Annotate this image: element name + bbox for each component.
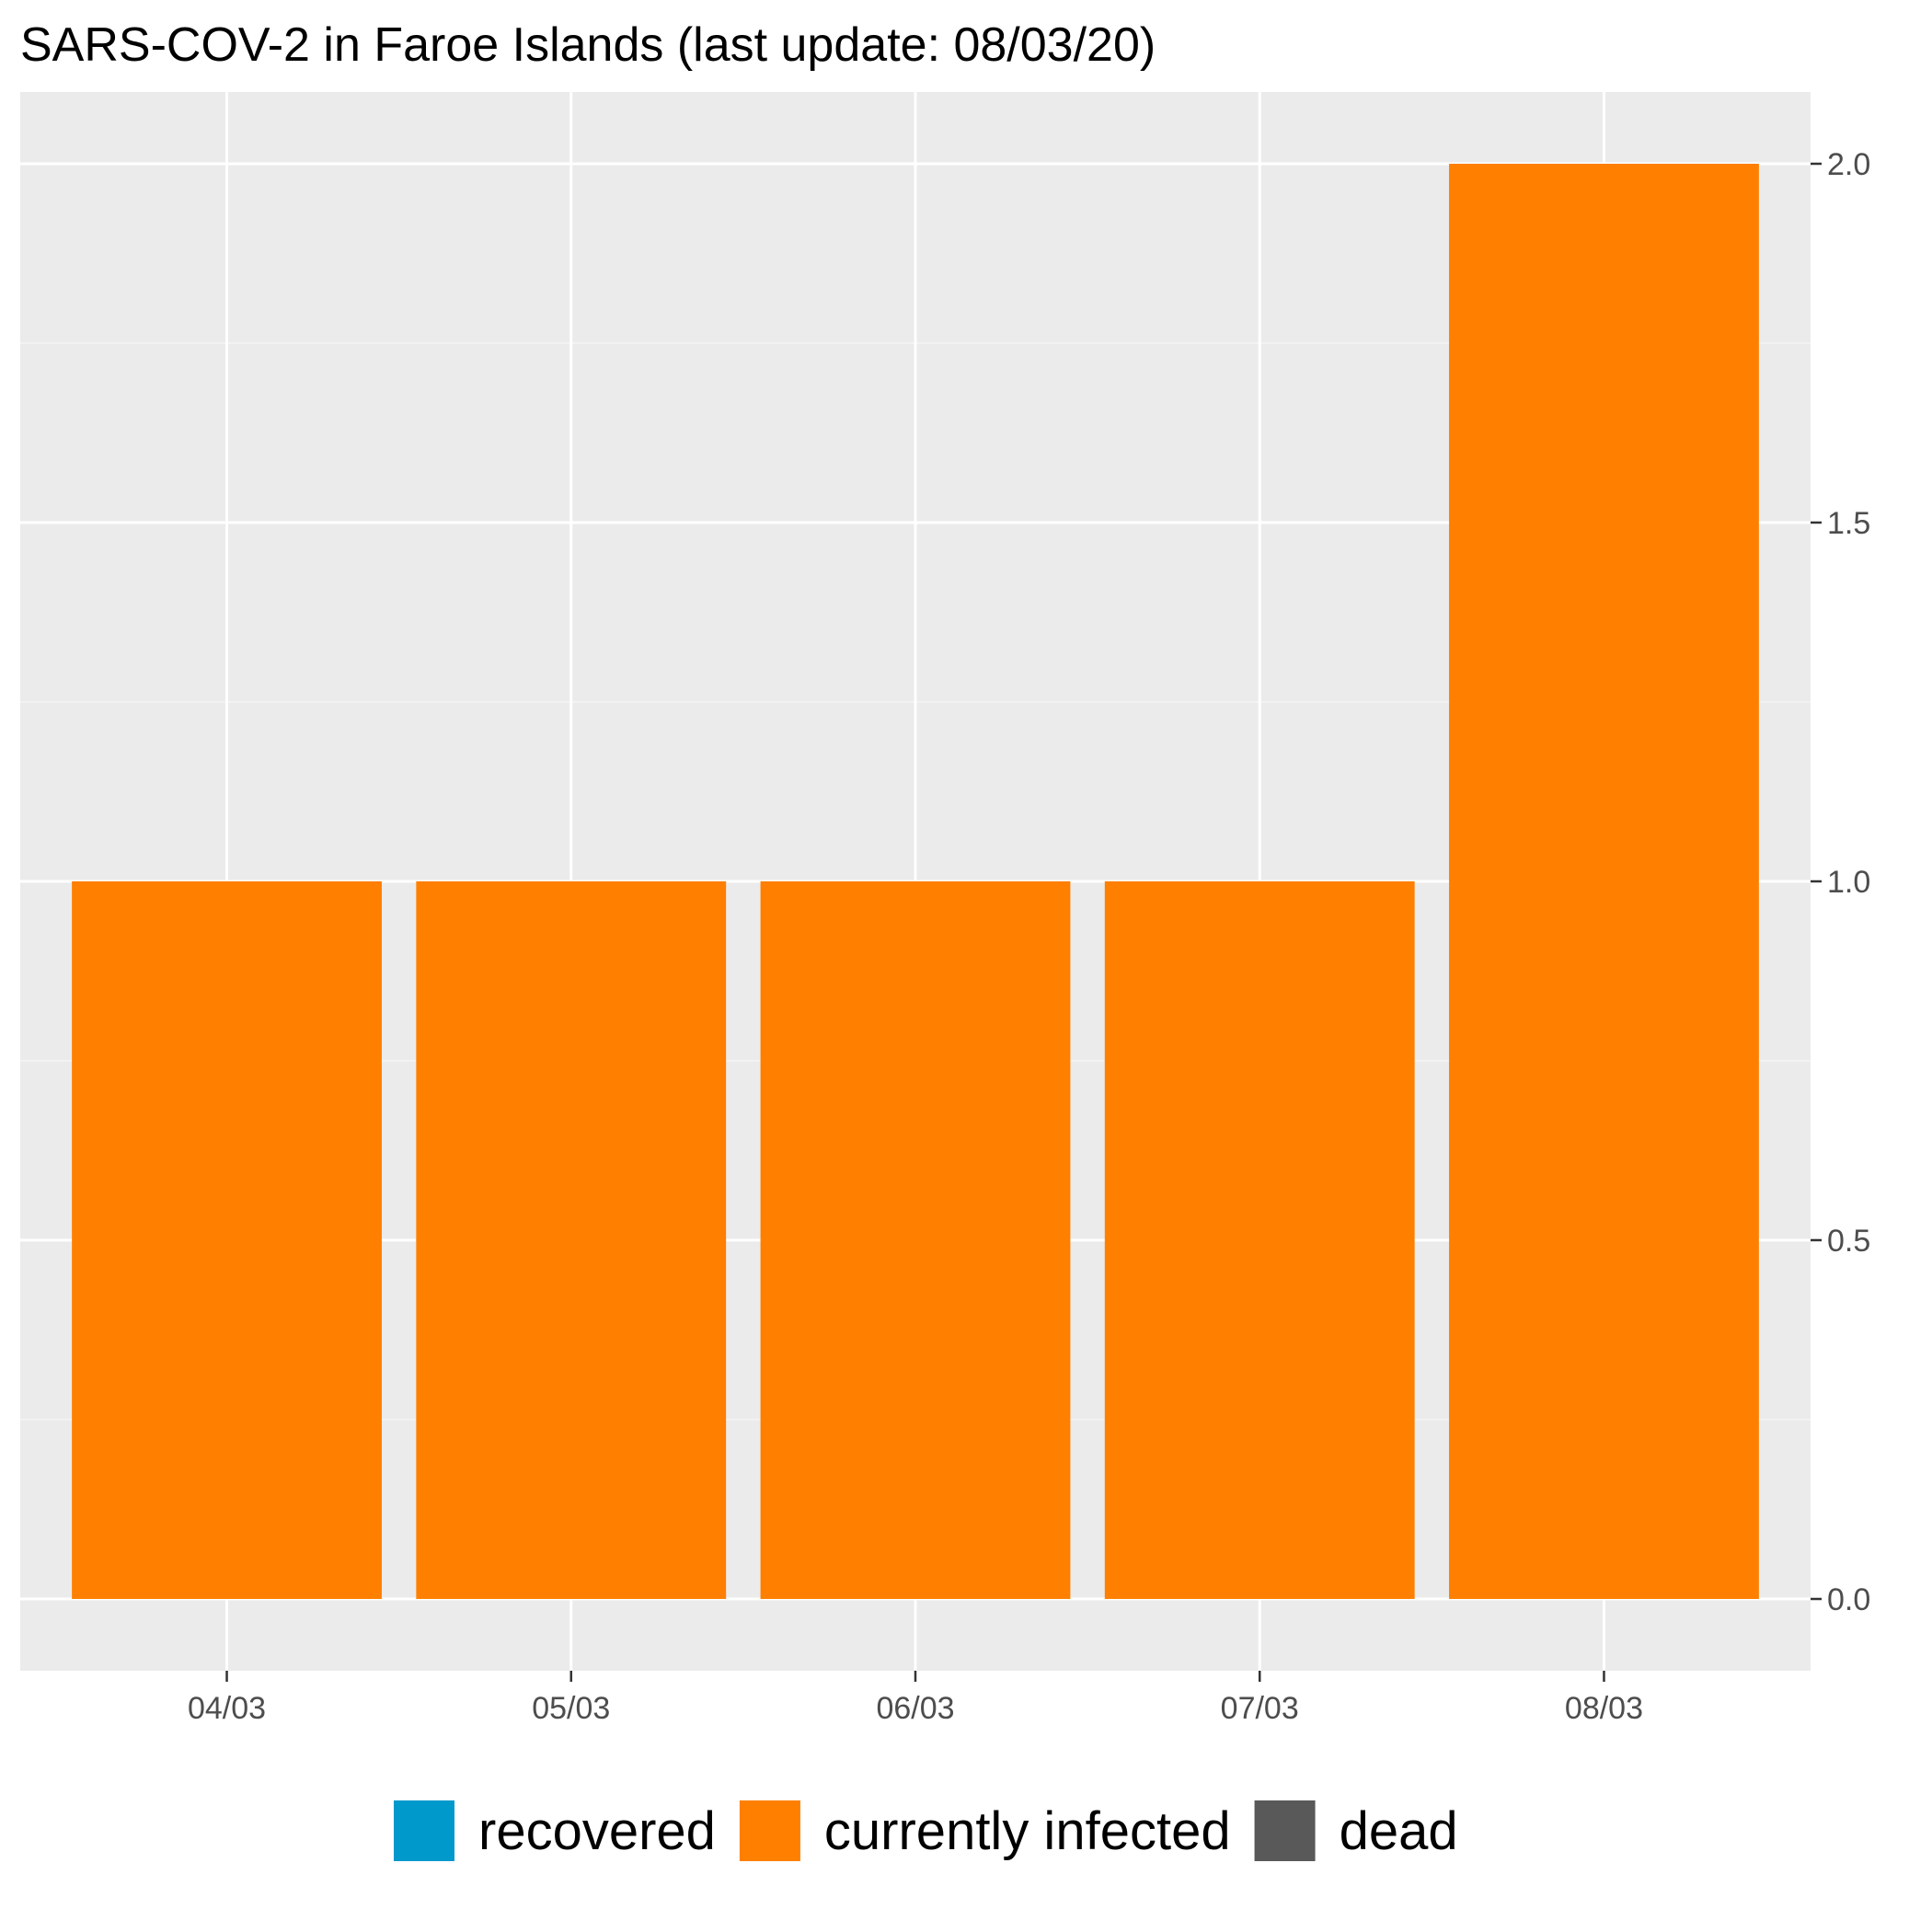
x-tick-label: 06/03 [876, 1691, 954, 1726]
x-tick-label: 05/03 [532, 1691, 610, 1726]
legend-label: dead [1340, 1801, 1458, 1861]
legend-key-recovered [394, 1800, 454, 1861]
x-axis: 04/03 05/03 06/03 07/03 08/03 [188, 1671, 1643, 1726]
bar-currently-infected-08-03 [1449, 164, 1759, 1599]
x-tick-label: 07/03 [1221, 1691, 1299, 1726]
y-tick-label: 0.0 [1827, 1582, 1870, 1617]
x-tick-label: 08/03 [1565, 1691, 1643, 1726]
legend-key-currently-infected [739, 1800, 800, 1861]
bar-currently-infected-07-03 [1104, 881, 1415, 1599]
y-tick-label: 1.5 [1827, 506, 1870, 541]
legend-label: currently infected [824, 1801, 1231, 1861]
bar-currently-infected-04-03 [72, 881, 382, 1599]
chart-title: SARS-COV-2 in Faroe Islands (last update… [20, 18, 1156, 72]
x-tick-label: 04/03 [188, 1691, 266, 1726]
bar-currently-infected-05-03 [416, 881, 727, 1599]
y-axis: 0.0 0.5 1.0 1.5 2.0 [1811, 147, 1870, 1617]
legend-label: recovered [478, 1801, 716, 1861]
y-tick-label: 2.0 [1827, 147, 1870, 182]
bars [72, 164, 1759, 1599]
y-tick-label: 0.5 [1827, 1224, 1870, 1259]
legend-key-dead [1254, 1800, 1316, 1861]
y-tick-label: 1.0 [1827, 865, 1870, 900]
legend: recovered currently infected dead [394, 1800, 1458, 1861]
bar-currently-infected-06-03 [760, 881, 1071, 1599]
